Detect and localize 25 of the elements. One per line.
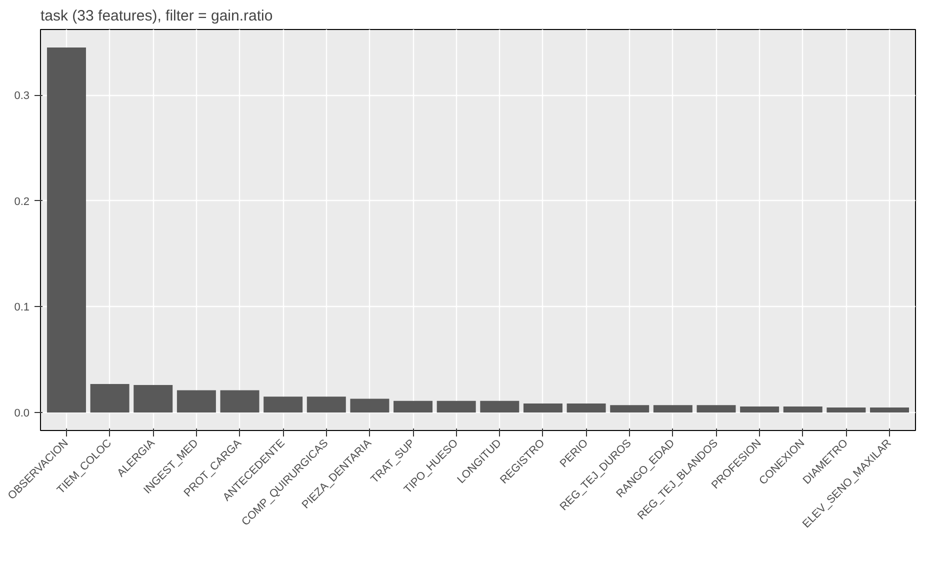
bar: [350, 398, 390, 413]
y-tick-label: 0.2: [14, 196, 30, 208]
bar: [740, 406, 780, 413]
y-tick-label: 0.1: [14, 302, 30, 314]
bar: [480, 400, 520, 413]
y-tick-label: 0.3: [14, 90, 30, 102]
bar: [826, 408, 866, 413]
bar: [90, 384, 130, 413]
bar: [610, 405, 650, 413]
bar: [566, 404, 606, 413]
y-tick-label: 0.0: [14, 408, 30, 420]
bar: [653, 405, 692, 413]
bar: [870, 408, 909, 413]
bar: [134, 385, 173, 413]
bar: [436, 400, 476, 413]
bar: [47, 47, 86, 413]
bar: [523, 404, 562, 413]
bar: [220, 390, 260, 413]
bar: [306, 396, 346, 413]
bar: [394, 400, 433, 413]
chart-title: task (33 features), filter = gain.ratio: [40, 8, 273, 24]
bar: [696, 405, 736, 413]
bar: [264, 396, 303, 413]
bar: [176, 390, 216, 413]
bar: [783, 406, 822, 413]
